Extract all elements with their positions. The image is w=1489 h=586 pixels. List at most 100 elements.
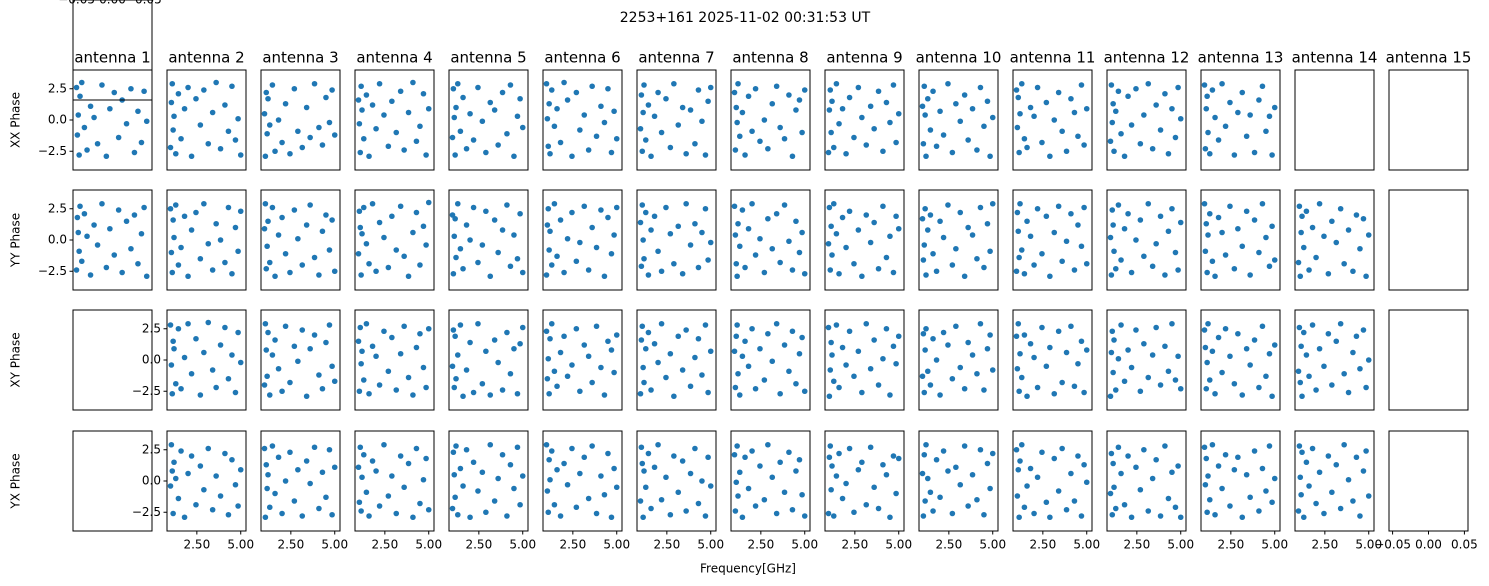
scatter-point [1128, 514, 1135, 521]
scatter-point [937, 108, 943, 115]
scatter-point [303, 393, 310, 400]
scatter-point [641, 468, 647, 474]
scatter-point [517, 501, 523, 508]
scatter-point [299, 327, 306, 333]
scatter-point [1083, 479, 1090, 486]
scatter-point [731, 451, 738, 458]
scatter-point [1068, 210, 1074, 217]
axes-frame [448, 430, 529, 532]
scatter-point [170, 217, 176, 223]
scatter-point [1141, 340, 1147, 347]
scatter-point [460, 483, 466, 489]
scatter-point [977, 84, 984, 91]
scatter-point [1357, 245, 1363, 252]
scatter-point [833, 80, 840, 87]
scatter-point [299, 144, 306, 151]
scatter-point [1333, 239, 1340, 246]
scatter-point [265, 218, 271, 225]
scatter-point [745, 93, 752, 100]
scatter-point [1247, 494, 1253, 501]
scatter-point [1239, 514, 1246, 521]
scatter-point [883, 325, 890, 332]
scatter-point [460, 94, 466, 101]
scatter-point [777, 459, 783, 466]
scatter-point [887, 119, 893, 126]
scatter-point [1165, 228, 1172, 235]
axes-frame [1294, 430, 1375, 532]
axes-frame [260, 309, 341, 411]
scatter-point [138, 230, 145, 237]
scatter-point [175, 325, 182, 332]
axes-frame [1106, 189, 1187, 291]
scatter-point [573, 258, 580, 265]
scatter-point [475, 84, 481, 91]
x-tick-label: 5.00 [979, 538, 1006, 552]
scatter-point [598, 364, 604, 371]
scatter-point [953, 464, 959, 471]
scatter-point [74, 132, 81, 138]
scatter-point [638, 92, 645, 98]
scatter-point [453, 254, 459, 261]
scatter-point [927, 212, 934, 218]
scatter-point [222, 259, 228, 266]
scatter-point [363, 240, 370, 247]
scatter-point [1109, 328, 1116, 335]
scatter-point [1353, 333, 1360, 340]
scatter-point [1112, 387, 1119, 393]
scatter-point [581, 203, 588, 210]
scatter-point [867, 365, 874, 372]
scatter-point [360, 451, 367, 458]
scatter-point [1068, 323, 1074, 330]
scatter-point [987, 153, 993, 160]
scatter-point [358, 360, 364, 367]
scatter-point [358, 83, 364, 90]
scatter-point [425, 506, 432, 513]
scatter-point [1175, 84, 1181, 91]
scatter-point [921, 451, 928, 458]
scatter-point [957, 364, 964, 371]
scatter-point [855, 466, 862, 473]
scatter-point [1021, 135, 1028, 142]
scatter-point [1016, 514, 1022, 521]
scatter-point [1175, 463, 1181, 469]
scatter-point [1063, 349, 1070, 356]
scatter-point [170, 510, 176, 517]
x-tick-label: 2.50 [559, 538, 586, 552]
x-tick-label: 2.50 [653, 538, 680, 552]
scatter-point [830, 378, 837, 385]
scatter-point [1172, 249, 1179, 256]
axes-frame [918, 430, 999, 532]
scatter-point [467, 110, 473, 117]
scatter-point [1235, 330, 1241, 337]
scatter-point [545, 205, 552, 212]
scatter-point [581, 454, 588, 461]
scatter-point [1165, 495, 1172, 502]
axes-frame [1200, 69, 1281, 171]
scatter-point [752, 385, 759, 392]
scatter-point [769, 474, 776, 481]
scatter-point [1068, 95, 1074, 102]
scatter-point [91, 114, 97, 121]
scatter-point [168, 362, 175, 368]
scatter-point [1256, 249, 1262, 256]
panel-title: antenna 14 [1292, 49, 1378, 67]
scatter-point [924, 368, 931, 375]
scatter-point [514, 113, 521, 120]
scatter-point [279, 139, 285, 146]
scatter-point [316, 124, 322, 131]
scatter-point [890, 343, 897, 350]
scatter-point [687, 107, 694, 113]
scatter-point [299, 513, 306, 519]
axes-frame [730, 189, 811, 291]
scatter-point [1175, 267, 1181, 273]
scatter-point [749, 448, 755, 454]
scatter-point [205, 240, 212, 247]
scatter-point [457, 128, 464, 135]
scatter-point [457, 245, 464, 252]
scatter-point [1112, 265, 1119, 272]
scatter-point [1345, 227, 1352, 233]
scatter-point [463, 222, 470, 228]
scatter-point [965, 503, 971, 509]
scatter-point [1201, 82, 1208, 88]
axes-frame [824, 189, 905, 291]
